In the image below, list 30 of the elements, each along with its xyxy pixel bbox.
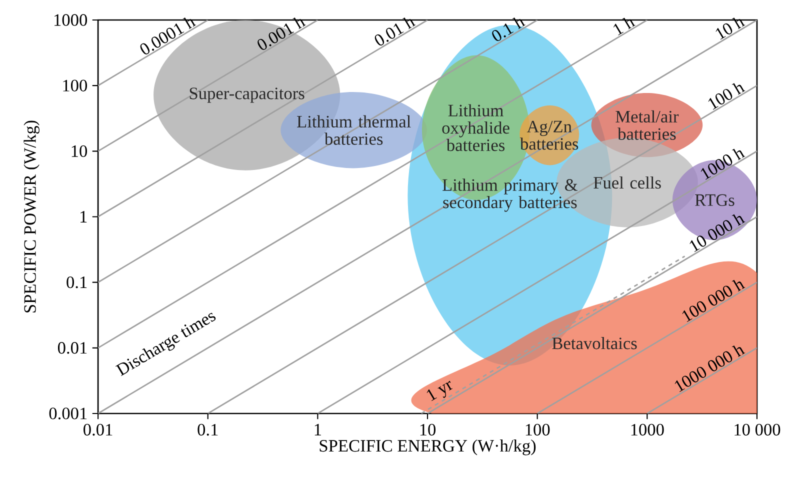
series-label: Lithium thermal batteries (297, 115, 411, 145)
text: 100 h (708, 83, 746, 110)
y-tick-label: 1000 (54, 14, 88, 26)
text: 1 yr (426, 380, 453, 401)
x-tick-label: 0.1 (198, 424, 218, 436)
series-label: Metal/air batteries (616, 110, 679, 140)
x-tick-label: 10 000 (734, 424, 780, 436)
y-tick-label: 1 (80, 210, 87, 222)
x-tick-label: 0.01 (84, 424, 112, 436)
series-label: Lithium primary & secondary batteries (442, 178, 578, 212)
series-label: Lithium oxyhalide batteries (442, 104, 510, 151)
y-tick-label: 100 (63, 80, 88, 92)
series-label: Super-capacitors (190, 88, 304, 103)
y-axis-title: SPECIFIC POWER (W/kg) (24, 120, 40, 312)
series-label: Betavoltaics (552, 336, 637, 350)
y-tick-label: 0.001 (49, 408, 87, 420)
y-tick-label: 0.1 (66, 276, 87, 288)
text: 100 000 h (682, 280, 746, 322)
x-tick-label: 1000 (631, 424, 664, 436)
series-label: Fuel cells (594, 176, 661, 189)
x-tick-label: 10 (420, 424, 436, 436)
x-tick-label: 1 (314, 424, 321, 436)
x-axis-title: SPECIFIC ENERGY (W·h/kg) (320, 439, 536, 456)
text: 10 000 h (690, 214, 746, 252)
text: 1000 h (700, 148, 746, 180)
y-tick-label: 10 (72, 145, 88, 157)
series-label: RTGs (695, 194, 734, 206)
x-tick-label: 100 (526, 424, 550, 436)
y-tick-label: 0.01 (58, 342, 87, 354)
text: 1000 000 h (674, 345, 746, 392)
